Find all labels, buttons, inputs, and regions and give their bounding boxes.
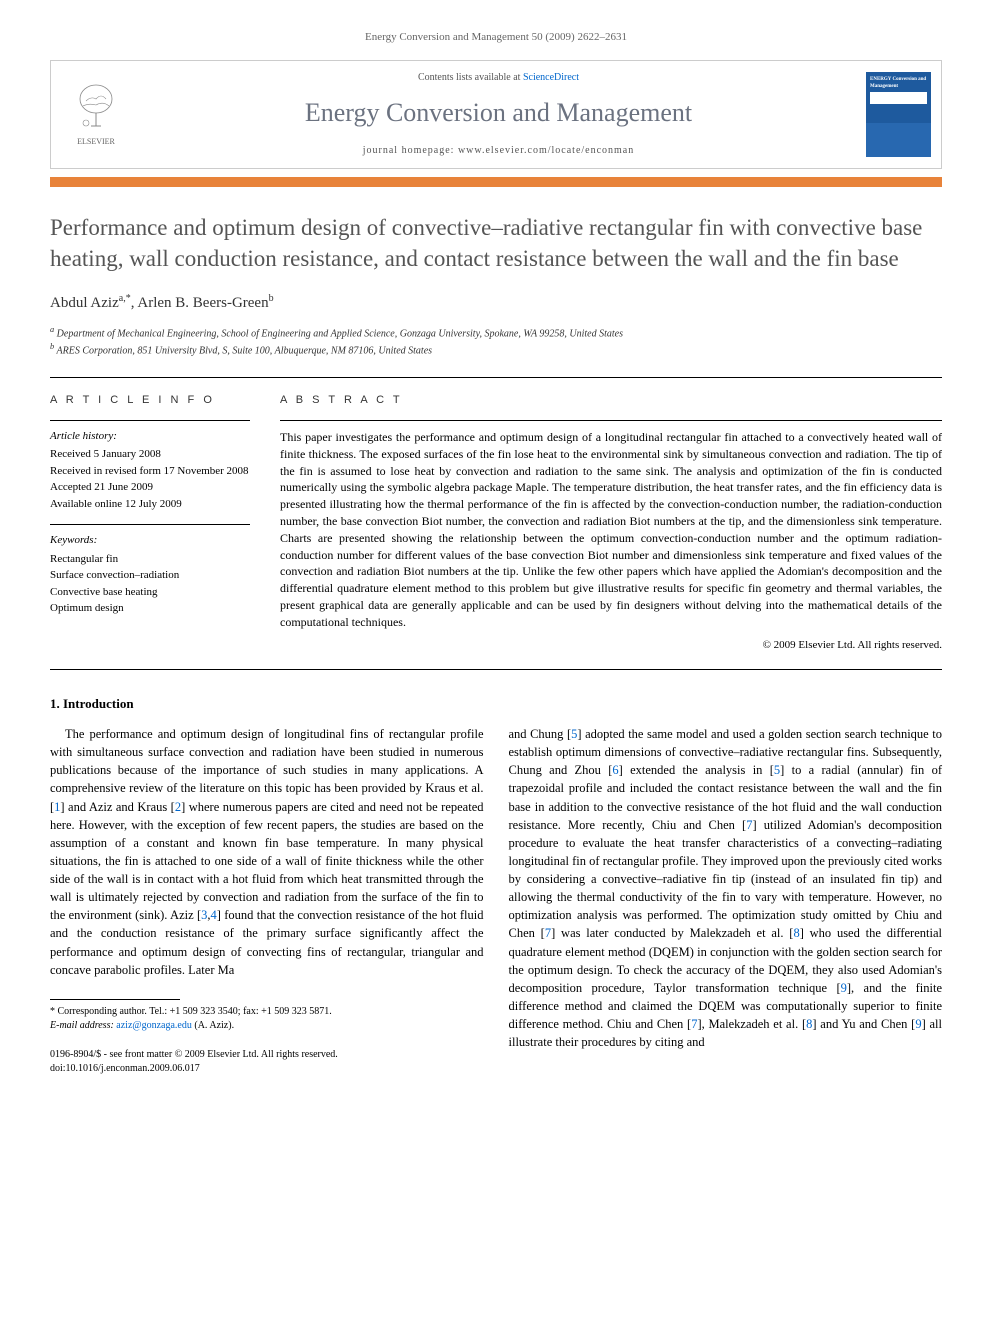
keywords: Rectangular fin Surface convection–radia…: [50, 551, 250, 617]
ref-link-8[interactable]: 8: [806, 1017, 812, 1031]
abstract-text: This paper investigates the performance …: [280, 429, 942, 631]
abstract-heading: A B S T R A C T: [280, 393, 942, 408]
ref-link-2[interactable]: 2: [175, 800, 181, 814]
doi-line: doi:10.1016/j.enconman.2009.06.017: [50, 1062, 484, 1076]
email-suffix: (A. Aziz).: [192, 1020, 234, 1031]
ref-link-5[interactable]: 5: [571, 727, 577, 741]
keywords-label: Keywords:: [50, 533, 250, 548]
contents-available-line: Contents lists available at ScienceDirec…: [131, 71, 866, 85]
header-center: Contents lists available at ScienceDirec…: [131, 71, 866, 157]
abstract-copyright: © 2009 Elsevier Ltd. All rights reserved…: [280, 638, 942, 653]
cover-bar: [870, 92, 927, 104]
elsevier-logo: ELSEVIER: [61, 75, 131, 155]
footnote-divider: [50, 999, 180, 1000]
ref-link-5[interactable]: 5: [774, 763, 780, 777]
corresponding-author-footnote: * Corresponding author. Tel.: +1 509 323…: [50, 1005, 484, 1033]
issn-line: 0196-8904/$ - see front matter © 2009 El…: [50, 1048, 484, 1062]
ref-link-1[interactable]: 1: [54, 800, 60, 814]
intro-paragraph-2: and Chung [5] adopted the same model and…: [509, 725, 943, 1051]
ref-link-3[interactable]: 3: [201, 908, 207, 922]
section-1-heading: 1. Introduction: [50, 695, 942, 713]
journal-header-box: ELSEVIER Contents lists available at Sci…: [50, 60, 942, 168]
ref-link-7[interactable]: 7: [691, 1017, 697, 1031]
info-abstract-row: A R T I C L E I N F O Article history: R…: [50, 378, 942, 669]
article-info-heading: A R T I C L E I N F O: [50, 393, 250, 408]
email-label: E-mail address:: [50, 1020, 116, 1031]
cover-title: ENERGY Conversion and Management: [870, 76, 927, 90]
affiliations: a Department of Mechanical Engineering, …: [50, 324, 942, 359]
corr-email-link[interactable]: aziz@gonzaga.edu: [116, 1020, 192, 1031]
author-1: Abdul Aziza,*: [50, 295, 131, 311]
article-title: Performance and optimum design of convec…: [50, 212, 942, 274]
ref-link-9[interactable]: 9: [841, 981, 847, 995]
article-history: Received 5 January 2008 Received in revi…: [50, 446, 250, 512]
ref-link-4[interactable]: 4: [211, 908, 217, 922]
body-text-columns: The performance and optimum design of lo…: [50, 725, 942, 1076]
orange-divider-bar: [50, 177, 942, 187]
contents-prefix: Contents lists available at: [418, 72, 523, 83]
ref-link-9[interactable]: 9: [915, 1017, 921, 1031]
ref-link-7[interactable]: 7: [746, 818, 752, 832]
corr-email-line: E-mail address: aziz@gonzaga.edu (A. Azi…: [50, 1019, 484, 1033]
ref-link-8[interactable]: 8: [793, 926, 799, 940]
journal-reference: Energy Conversion and Management 50 (200…: [50, 30, 942, 45]
affiliation-a: a Department of Mechanical Engineering, …: [50, 324, 942, 341]
article-info-column: A R T I C L E I N F O Article history: R…: [50, 393, 250, 654]
author-2: Arlen B. Beers-Greenb: [137, 295, 273, 311]
elsevier-label: ELSEVIER: [77, 136, 115, 147]
elsevier-tree-icon: [71, 81, 121, 136]
authors-line: Abdul Aziza,*, Arlen B. Beers-Greenb: [50, 292, 942, 314]
intro-paragraph-1: The performance and optimum design of lo…: [50, 725, 484, 979]
ref-link-6[interactable]: 6: [612, 763, 618, 777]
article-history-label: Article history:: [50, 429, 250, 444]
abstract-column: A B S T R A C T This paper investigates …: [280, 393, 942, 654]
homepage-label: journal homepage:: [363, 145, 458, 156]
ref-link-7[interactable]: 7: [545, 926, 551, 940]
corr-author-line: * Corresponding author. Tel.: +1 509 323…: [50, 1005, 484, 1019]
sciencedirect-link[interactable]: ScienceDirect: [523, 72, 579, 83]
divider-bottom: [50, 669, 942, 670]
affiliation-b: b ARES Corporation, 851 University Blvd,…: [50, 341, 942, 358]
journal-homepage-line: journal homepage: www.elsevier.com/locat…: [131, 144, 866, 158]
journal-cover-thumbnail: ENERGY Conversion and Management: [866, 72, 931, 157]
journal-name: Energy Conversion and Management: [131, 95, 866, 131]
homepage-url[interactable]: www.elsevier.com/locate/enconman: [458, 145, 634, 156]
